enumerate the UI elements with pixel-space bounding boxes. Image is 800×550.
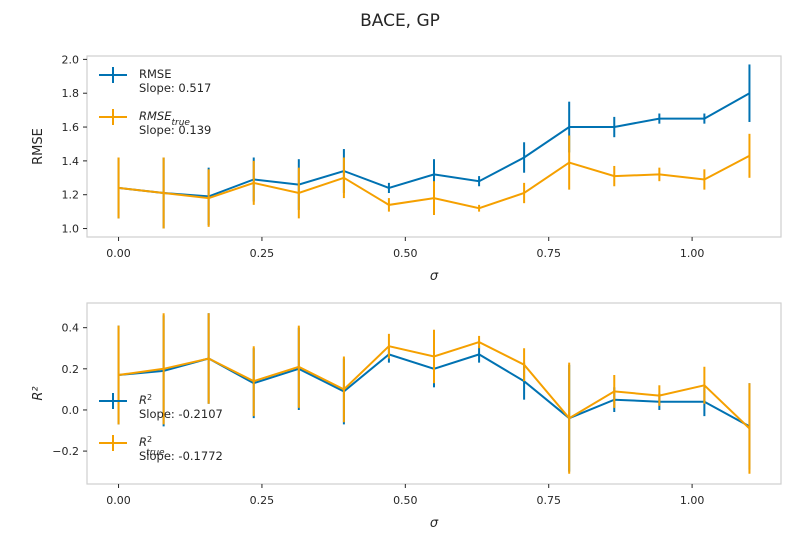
legend-series-name: RMSE [139,67,171,81]
x-tick-label: 1.00 [680,494,705,507]
x-tick-label: 0.25 [250,494,275,507]
y-tick-label: 1.2 [62,189,80,202]
x-axis-label: σ [430,269,439,284]
legend-slope: Slope: -0.1772 [139,449,223,463]
x-tick-label: 0.75 [536,494,561,507]
axes-frame [86,302,782,485]
y-tick-label: 1.6 [62,121,80,134]
y-tick-label: 2.0 [62,53,80,66]
y-tick-label: 0.0 [62,404,80,417]
legend-series-name: RMSEtrue [139,109,190,128]
x-tick-label: 0.00 [106,247,131,260]
y-tick-label: 0.4 [62,322,80,335]
legend-slope: Slope: 0.139 [139,123,211,137]
series-1 [117,133,751,229]
series-1 [117,313,751,474]
legend-slope: Slope: -0.2107 [139,407,223,421]
y-tick-label: 1.0 [62,223,80,236]
figure-title: BACE, GP [360,11,440,31]
series-line [118,92,750,198]
legend-series-name: R2 [139,393,152,408]
x-tick-label: 0.00 [106,494,131,507]
x-axis-label: σ [430,516,439,531]
rmse-panel: 0.00 0.25 0.50 0.75 1.00 1.0 1.2 1.4 1.6 1.8 2.0 σ R… [31,53,782,284]
series-line [118,341,751,430]
y-axis-label: RMSE [31,128,46,165]
legend-series-name: R2 true [139,435,165,459]
x-tick-label: 0.50 [393,494,418,507]
y-tick-label: 1.4 [62,155,80,168]
x-tick-label: 0.75 [536,247,561,260]
y-tick-label: −0.2 [52,445,79,458]
x-tick-label: 0.50 [393,247,418,260]
y-tick-label: 0.2 [62,363,80,376]
legend-slope: Slope: 0.517 [139,81,211,95]
y-axis-label: R² [31,386,46,400]
x-tick-label: 0.25 [250,247,275,260]
axes-frame [86,55,782,238]
x-tick-label: 1.00 [680,247,705,260]
y-tick-label: 1.8 [62,87,80,100]
